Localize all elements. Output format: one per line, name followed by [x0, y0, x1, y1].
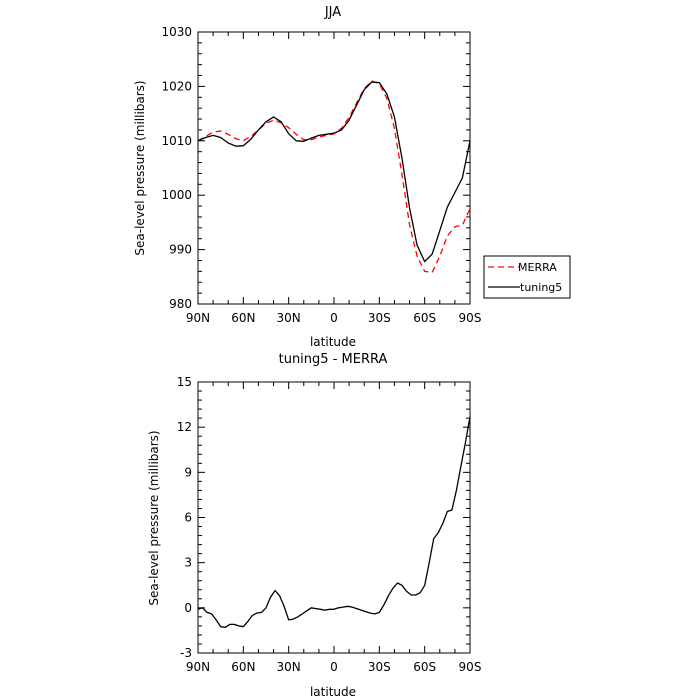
x-tick-label: 30N [277, 660, 301, 674]
chart-title: JJA [324, 5, 341, 20]
y-tick-label: 1030 [161, 25, 192, 39]
x-tick-label: 60N [231, 311, 255, 325]
y-tick-label: 1000 [161, 188, 192, 202]
plot-frame [197, 31, 471, 305]
plot-frame [197, 381, 471, 654]
chart-panel-jja: JJA 90N 60N 30N 0 30S 60S 90S 980 990 1000 1010 10… [133, 5, 571, 349]
x-tick-label: 0 [330, 311, 338, 325]
y-tick-label: 3 [184, 556, 192, 570]
x-tick-label: 90S [459, 660, 482, 674]
x-tick-label: 30S [368, 660, 391, 674]
y-tick-label: 15 [177, 375, 192, 389]
legend-box [483, 255, 571, 299]
x-ticks: 90N 60N 30N 0 30S 60S 90S [186, 382, 482, 674]
chart-panel-difference: tuning5 - MERRA 90N 60N 30N 0 30S 60S 90S -3 0 3… [147, 352, 481, 699]
y-tick-label: 1010 [161, 134, 192, 148]
y-tick-label: 980 [169, 297, 192, 311]
legend: MERRA tuning5 [483, 255, 571, 299]
series-line-merra [197, 80, 471, 274]
y-tick-label: 0 [184, 601, 192, 615]
x-tick-label: 60S [413, 311, 436, 325]
y-tick-label: 6 [184, 511, 192, 525]
y-ticks: -3 0 3 6 9 12 15 [177, 375, 470, 660]
x-ticks: 90N 60N 30N 0 30S 60S 90S [186, 32, 482, 325]
x-tick-label: 90N [186, 311, 210, 325]
legend-label-tuning5: tuning5 [520, 281, 562, 294]
y-ticks: 980 990 1000 1010 1020 1030 [161, 25, 470, 311]
y-axis-label: Sea-level pressure (millibars) [147, 430, 161, 605]
series-group [197, 416, 471, 629]
y-tick-label: 12 [177, 420, 192, 434]
y-tick-label: 990 [169, 243, 192, 257]
y-tick-label: 1020 [161, 79, 192, 93]
y-axis-label: Sea-level pressure (millibars) [133, 80, 147, 255]
series-group [197, 80, 471, 274]
x-tick-label: 60S [413, 660, 436, 674]
x-tick-label: 60N [231, 660, 255, 674]
x-tick-label: 0 [330, 660, 338, 674]
series-line-tuning5-merra [197, 416, 471, 629]
x-tick-label: 90S [459, 311, 482, 325]
chart-title: tuning5 - MERRA [279, 352, 388, 367]
y-tick-label: 9 [184, 465, 192, 479]
x-axis-label: latitude [310, 335, 356, 349]
x-axis-label: latitude [310, 685, 356, 699]
series-line-tuning5 [197, 81, 471, 263]
x-tick-label: 90N [186, 660, 210, 674]
legend-label-merra: MERRA [518, 261, 557, 274]
x-tick-label: 30N [277, 311, 301, 325]
x-tick-label: 30S [368, 311, 391, 325]
y-tick-label: -3 [180, 646, 192, 660]
